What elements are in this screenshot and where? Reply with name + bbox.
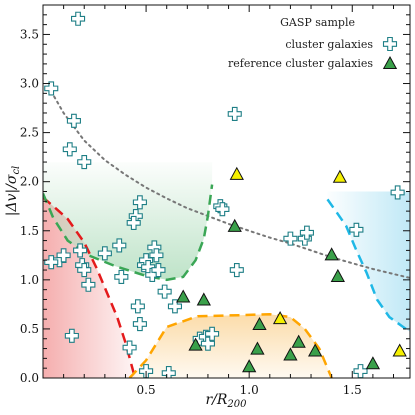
cluster-galaxy-point xyxy=(215,202,230,217)
axis-ticks: 0.5 1.0 1.5 0.0 0.5 1.0 1.5 2.0 2.5 3.0 3.5 xyxy=(20,5,410,397)
legend-entry-reference-cluster-galaxies: reference cluster galaxies xyxy=(228,57,373,70)
y-tick-label: 3.0 xyxy=(20,77,39,91)
x-tick-label: 0.5 xyxy=(137,383,156,397)
blue-dashed-curve xyxy=(326,198,410,333)
cluster-galaxy-point xyxy=(81,277,96,292)
legend-triangle-marker xyxy=(382,55,398,70)
cluster-galaxy-point xyxy=(126,215,141,230)
cluster-galaxy-point xyxy=(97,246,112,261)
y-tick-label: 2.0 xyxy=(20,175,39,189)
y-tick-label: 1.5 xyxy=(20,224,39,238)
cluster-galaxy-point xyxy=(161,366,176,378)
legend: GASP sample cluster galaxies reference c… xyxy=(228,16,398,70)
y-tick-label: 3.5 xyxy=(20,27,39,41)
cluster-galaxy-point xyxy=(114,269,129,284)
orange-dashed-curve xyxy=(128,312,333,378)
cluster-galaxy-point xyxy=(390,185,405,200)
cluster-galaxy-point xyxy=(299,225,314,240)
cluster-galaxy-point xyxy=(64,328,79,343)
y-tick-label: 1.0 xyxy=(20,273,39,287)
cluster-galaxy-point xyxy=(77,262,92,278)
cluster-galaxy-point xyxy=(205,326,220,341)
x-tick-label: 1.0 xyxy=(240,383,259,397)
cluster-galaxy-point xyxy=(77,155,92,170)
orange-region xyxy=(129,314,332,378)
dashed-curves xyxy=(43,90,410,378)
cluster-galaxy-point xyxy=(71,11,86,26)
cluster-galaxy-point xyxy=(132,195,147,210)
reference-galaxy-point xyxy=(252,316,267,331)
cluster-galaxy-point xyxy=(353,364,368,378)
legend-triangle-icon xyxy=(382,55,398,70)
cluster-galaxy-point xyxy=(151,262,166,278)
cluster-galaxy-point xyxy=(112,238,127,253)
highlight-triangle-point xyxy=(332,169,348,183)
reference-galaxy-point xyxy=(188,337,203,351)
highlight-triangle-point xyxy=(272,311,288,325)
y-tick-label: 0.0 xyxy=(20,371,39,385)
reference-galaxy-point xyxy=(330,268,345,282)
cluster-galaxy-point xyxy=(73,243,88,258)
highlight-triangle-point xyxy=(229,166,244,180)
cluster-galaxy-point xyxy=(149,248,164,263)
dotted-curve xyxy=(50,90,410,279)
cluster-galaxy-point xyxy=(157,284,172,299)
legend-plus-marker xyxy=(382,36,398,52)
cluster-galaxy-point xyxy=(44,81,59,96)
cluster-galaxy-point xyxy=(200,336,215,351)
cluster-galaxy-point xyxy=(229,262,244,278)
red-dashed-curve xyxy=(43,196,137,378)
legend-title: GASP sample xyxy=(280,16,355,29)
blue-region xyxy=(327,191,410,332)
cluster-galaxy-point xyxy=(66,113,81,128)
reference-galaxy-point xyxy=(291,334,306,348)
reference-galaxy-point xyxy=(176,289,191,303)
reference-galaxy-point xyxy=(324,247,339,261)
x-tick-label: 1.5 xyxy=(343,383,362,397)
cluster-galaxy-point xyxy=(56,248,71,263)
highlight-triangle-point xyxy=(392,343,407,357)
legend-plus-icon xyxy=(382,36,398,52)
y-axis-label: |Δv|/σcl xyxy=(4,166,22,217)
cluster-galaxy-point xyxy=(130,299,145,314)
data-markers xyxy=(44,11,407,378)
reference-galaxy-point xyxy=(308,343,323,357)
y-tick-label: 2.5 xyxy=(20,126,39,140)
cluster-galaxy-point xyxy=(227,106,242,122)
reference-galaxy-point xyxy=(283,347,298,361)
legend-entry-cluster-galaxies: cluster galaxies xyxy=(285,38,373,51)
reference-galaxy-point xyxy=(365,356,381,370)
y-tick-label: 0.5 xyxy=(20,322,39,336)
cluster-galaxy-point xyxy=(167,299,183,314)
cluster-galaxy-point xyxy=(132,316,147,332)
cluster-galaxy-point xyxy=(62,142,77,157)
cluster-galaxy-point xyxy=(122,340,137,355)
green-dashed-curve xyxy=(43,184,214,282)
cluster-galaxy-point xyxy=(283,231,298,246)
reference-galaxy-point xyxy=(250,341,265,355)
reference-galaxy-point xyxy=(196,292,211,306)
reference-galaxy-point xyxy=(227,218,242,232)
cluster-galaxy-point xyxy=(349,222,364,237)
shaded-regions xyxy=(43,162,410,378)
